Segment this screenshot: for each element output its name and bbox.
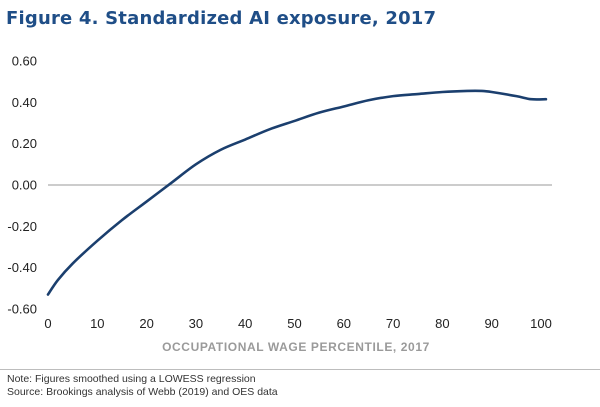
y-tick-label: -0.40 bbox=[7, 260, 37, 275]
y-tick-label: 0.40 bbox=[12, 95, 37, 110]
x-tick-label: 10 bbox=[90, 316, 104, 331]
x-axis-title: OCCUPATIONAL WAGE PERCENTILE, 2017 bbox=[162, 340, 430, 354]
y-tick-label: 0.60 bbox=[12, 54, 37, 69]
x-tick-label: 100 bbox=[530, 316, 552, 331]
line-chart: 0.60 0.40 0.20 0.00 -0.20 -0.40 -0.60 0 10 20 30 4… bbox=[7, 54, 552, 354]
y-tick-label: 0.00 bbox=[12, 178, 37, 193]
note-text: Note: Figures smoothed using a LOWESS re… bbox=[7, 373, 256, 385]
x-tick-label: 90 bbox=[484, 316, 498, 331]
x-tick-label: 50 bbox=[287, 316, 301, 331]
x-tick-label: 60 bbox=[337, 316, 351, 331]
exposure-line bbox=[46, 89, 548, 296]
y-tick-label: -0.60 bbox=[7, 302, 37, 317]
footer-divider bbox=[0, 369, 600, 370]
x-tick-label: 40 bbox=[238, 316, 252, 331]
x-tick-label: 70 bbox=[386, 316, 400, 331]
x-tick-label: 30 bbox=[189, 316, 203, 331]
x-tick-label: 0 bbox=[44, 316, 51, 331]
x-tick-label: 80 bbox=[435, 316, 449, 331]
x-axis-tick-labels: 0 10 20 30 40 50 60 70 80 90 100 bbox=[44, 316, 551, 331]
figure-notes: Note: Figures smoothed using a LOWESS re… bbox=[7, 373, 278, 399]
x-tick-label: 20 bbox=[139, 316, 153, 331]
figure-title: Figure 4. Standardized AI exposure, 2017 bbox=[6, 8, 437, 29]
y-tick-label: 0.20 bbox=[12, 136, 37, 151]
y-axis-tick-labels: 0.60 0.40 0.20 0.00 -0.20 -0.40 -0.60 bbox=[7, 54, 37, 317]
source-text: Source: Brookings analysis of Webb (2019… bbox=[7, 386, 278, 398]
y-tick-label: -0.20 bbox=[7, 219, 37, 234]
